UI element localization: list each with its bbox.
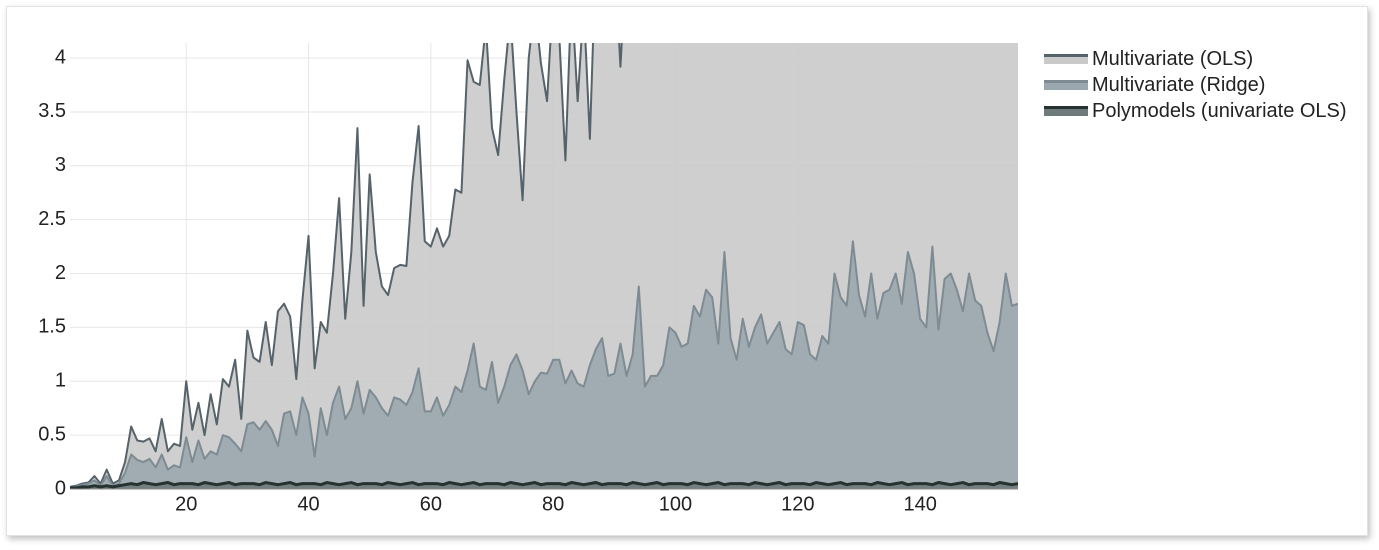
- y-tick-label: 0: [55, 477, 66, 499]
- y-tick-label: 3: [55, 154, 66, 176]
- x-tick-label: 60: [420, 493, 442, 515]
- x-tick-label: 80: [542, 493, 564, 515]
- legend-item: Multivariate (OLS): [1044, 46, 1354, 72]
- legend-label: Polymodels (univariate OLS): [1092, 100, 1347, 122]
- legend: Multivariate (OLS) Multivariate (Ridge) Po…: [1044, 46, 1354, 124]
- legend-item: Multivariate (Ridge): [1044, 72, 1354, 98]
- y-tick-label: 1: [55, 370, 66, 392]
- x-tick-label: 100: [659, 493, 692, 515]
- series-line: [70, 240, 1018, 489]
- plot-area: [70, 43, 1018, 490]
- series-line: [70, 43, 623, 488]
- series-area: [70, 241, 1018, 489]
- legend-item: Polymodels (univariate OLS): [1044, 98, 1354, 124]
- x-tick-label: 120: [781, 493, 814, 515]
- y-tick-label: 2.5: [38, 208, 66, 230]
- legend-swatch: [1044, 54, 1088, 64]
- y-tick-label: 3.5: [38, 100, 66, 122]
- y-tick-label: 0.5: [38, 423, 66, 445]
- y-tick-label: 2: [55, 262, 66, 284]
- legend-swatch: [1044, 106, 1088, 116]
- series-line: [70, 481, 1018, 490]
- x-tick-label: 140: [903, 493, 936, 515]
- legend-label: Multivariate (OLS): [1092, 48, 1254, 70]
- legend-swatch: [1044, 80, 1088, 90]
- legend-label: Multivariate (Ridge): [1092, 74, 1266, 96]
- y-tick-label: 4: [55, 46, 66, 68]
- axes: 0 0.5 1 1.5 2 2.5 3 3.5 4 20 40 60 80 100 120 140: [38, 46, 937, 515]
- y-tick-label: 1.5: [38, 316, 66, 338]
- x-tick-label: 20: [175, 493, 197, 515]
- x-tick-label: 40: [297, 493, 319, 515]
